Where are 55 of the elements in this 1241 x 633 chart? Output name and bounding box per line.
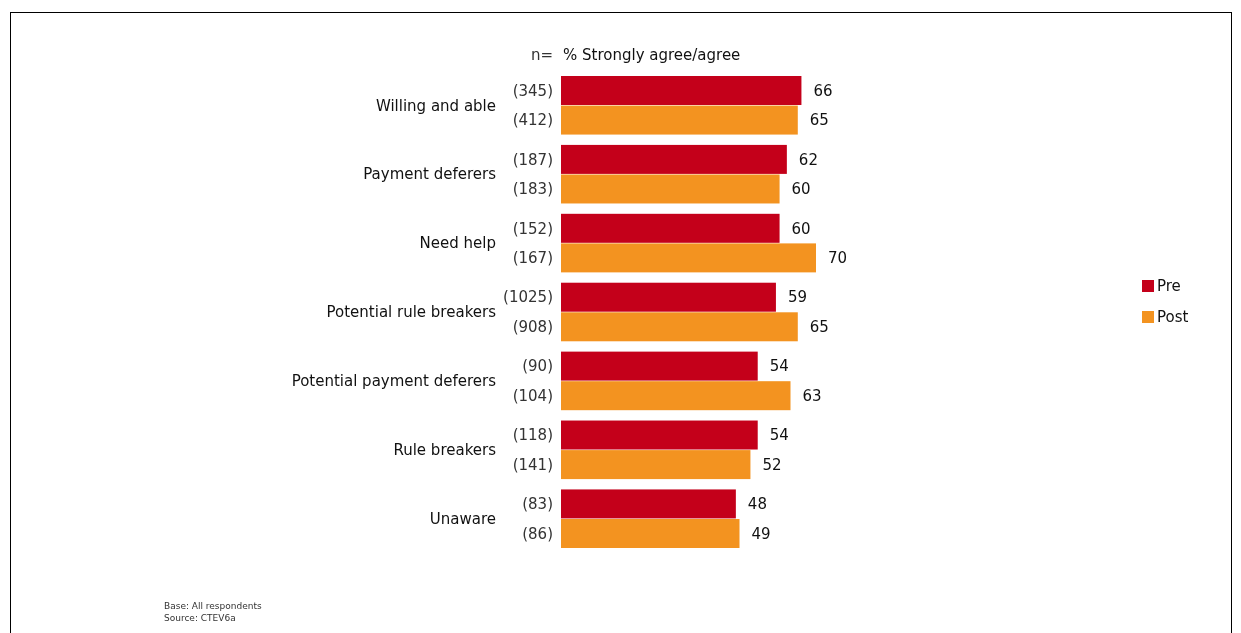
bar [561,76,802,105]
data-label: 59 [787,288,808,307]
y-tick-label: Payment deferers [363,165,497,184]
bar [561,351,758,381]
y-tick-label: Potential payment deferers [291,372,497,391]
text: (167) [512,249,553,268]
data-label: 63 [802,386,822,405]
text: (345) [512,81,553,100]
text: (1025) [503,288,553,307]
data-label: 65 [809,318,829,337]
bar [561,213,780,243]
data-label: 65 [809,111,829,130]
y-tick-label: Willing and able [375,96,496,115]
text: (83) [522,495,553,514]
bar [561,519,740,548]
data-label: 48 [747,495,767,514]
chart-title: % Strongly agree/agree [563,46,741,65]
data-label: 54 [769,357,789,376]
text: (412) [512,111,553,130]
bar [561,381,791,411]
y-tick-label: Need help [419,234,496,253]
data-label: 49 [751,524,771,543]
text: (152) [512,219,553,238]
bar [561,312,798,342]
text: (187) [512,150,553,169]
text: (86) [522,524,553,543]
text: n= [530,46,553,65]
data-label: 70 [828,249,848,268]
text: (118) [512,426,553,445]
data-label: 62 [798,150,818,169]
bar [561,420,758,450]
data-label: 52 [762,455,782,474]
data-label: 66 [813,81,833,100]
bar [561,144,787,174]
legend-label: Post [1157,308,1189,327]
source-note: Source: CTEV6a [164,613,236,624]
bar [561,282,776,312]
y-tick-label: Unaware [429,509,496,528]
legend-label: Pre [1157,277,1181,296]
data-label: 54 [769,426,789,445]
y-tick-label: Potential rule breakers [326,303,497,322]
y-tick-label: Rule breakers [393,441,497,460]
text: (104) [512,386,553,405]
bar [561,174,780,204]
text: (141) [512,455,553,474]
data-label: 60 [791,180,811,199]
bar [561,243,816,273]
bar [561,105,798,135]
bar [561,489,736,519]
text: (90) [522,357,553,376]
text: (183) [512,180,553,199]
text: Base: All respondents [164,601,262,612]
bar [561,450,751,480]
data-label: 60 [791,219,811,238]
text: (908) [512,318,553,337]
